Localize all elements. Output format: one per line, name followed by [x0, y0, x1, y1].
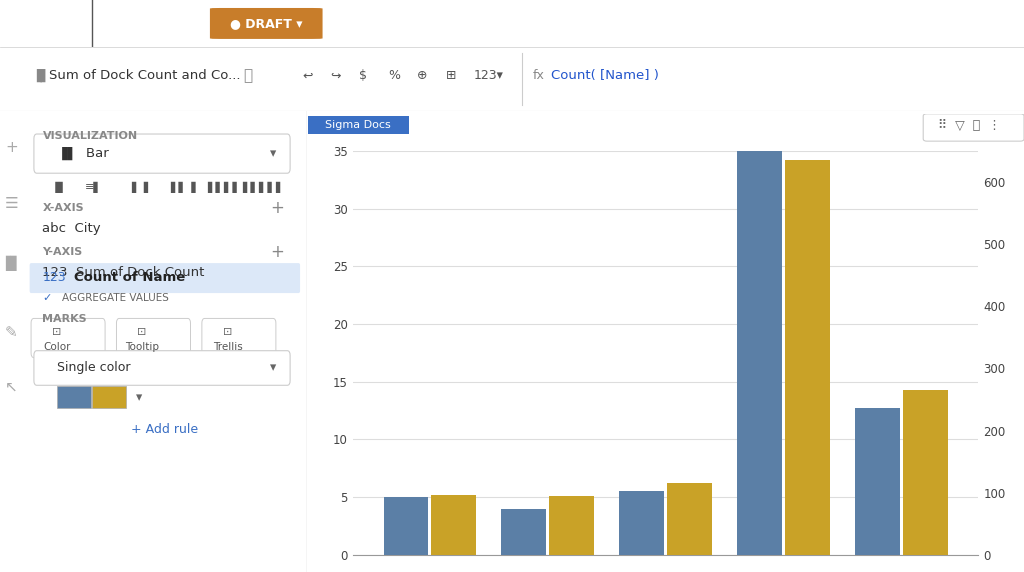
Text: ↩: ↩	[302, 69, 312, 82]
Bar	[431, 495, 476, 555]
Text: Single color: Single color	[56, 362, 130, 374]
Text: fx: fx	[532, 69, 545, 82]
Text: ▐▌: ▐▌	[0, 256, 23, 271]
FancyBboxPatch shape	[308, 116, 409, 134]
Bar	[549, 496, 594, 555]
Text: ⌕: ⌕	[244, 68, 253, 84]
Text: 123: 123	[42, 271, 67, 284]
Text: ⊡: ⊡	[52, 327, 61, 337]
Text: ▐▌: ▐▌	[31, 69, 50, 82]
Text: ✓: ✓	[42, 293, 52, 303]
Bar	[785, 160, 829, 555]
Text: ▌▌▐: ▌▌▐	[171, 181, 196, 193]
FancyBboxPatch shape	[34, 134, 290, 173]
Text: ● DRAFT ▾: ● DRAFT ▾	[230, 17, 302, 30]
Text: X-AXIS: X-AXIS	[42, 203, 84, 213]
Text: Tooltip: Tooltip	[125, 342, 159, 352]
Text: ⊡: ⊡	[223, 327, 232, 337]
Text: +: +	[270, 199, 285, 217]
Bar	[903, 390, 947, 555]
FancyBboxPatch shape	[210, 8, 323, 39]
Text: Color: Color	[43, 342, 71, 352]
Text: Example ▾: Example ▾	[109, 16, 188, 31]
Text: ⌕: ⌕	[58, 14, 69, 33]
Text: Y-AXIS: Y-AXIS	[42, 247, 83, 257]
Text: ▾: ▾	[136, 391, 142, 404]
Text: ▾: ▾	[270, 147, 276, 160]
Text: AGGREGATE VALUES: AGGREGATE VALUES	[62, 293, 169, 303]
Text: ▐▌: ▐▌	[51, 181, 68, 193]
FancyBboxPatch shape	[924, 114, 1024, 141]
Bar	[667, 483, 712, 555]
Bar	[620, 491, 665, 555]
FancyBboxPatch shape	[34, 351, 290, 386]
Bar	[502, 509, 546, 555]
Text: ▐▌  Bar: ▐▌ Bar	[56, 147, 109, 160]
Text: ⊞: ⊞	[445, 69, 456, 82]
Text: Sigma Docs: Sigma Docs	[326, 120, 391, 130]
FancyBboxPatch shape	[117, 319, 190, 358]
Text: ☰: ☰	[4, 196, 18, 210]
Text: Count of Name: Count of Name	[74, 271, 185, 284]
Text: +: +	[270, 243, 285, 261]
FancyBboxPatch shape	[31, 319, 105, 358]
Bar	[384, 497, 428, 555]
Bar	[56, 386, 91, 408]
Bar	[855, 408, 900, 555]
Text: ✦: ✦	[17, 14, 34, 33]
Text: ▌▌▌▌: ▌▌▌▌	[208, 181, 242, 193]
Text: Count( [Name] ): Count( [Name] )	[551, 69, 658, 82]
Text: ✎: ✎	[5, 325, 17, 340]
Text: Trellis: Trellis	[213, 342, 243, 352]
Text: ↖: ↖	[5, 380, 17, 395]
Text: abc  City: abc City	[42, 222, 101, 235]
Text: %: %	[388, 69, 400, 82]
Text: ≡▌: ≡▌	[85, 181, 103, 193]
FancyBboxPatch shape	[30, 263, 300, 293]
Text: ▾: ▾	[270, 362, 276, 374]
Text: MARKS: MARKS	[42, 315, 87, 324]
FancyBboxPatch shape	[202, 319, 275, 358]
Text: ⊡: ⊡	[137, 327, 146, 337]
Text: Sum of Dock Count and Co...: Sum of Dock Count and Co...	[49, 69, 241, 82]
Text: $: $	[359, 69, 368, 82]
Text: + Add rule: + Add rule	[131, 423, 199, 436]
Bar	[92, 386, 126, 408]
Text: ↪: ↪	[331, 69, 341, 82]
Bar	[737, 151, 782, 555]
Text: ▌▌▌▌▌: ▌▌▌▌▌	[242, 181, 285, 193]
Text: ▌▐: ▌▐	[131, 181, 147, 193]
Text: 123▾: 123▾	[474, 69, 504, 82]
Text: ⠿  ▽  ⤢  ⋮: ⠿ ▽ ⤢ ⋮	[938, 119, 1000, 132]
Text: ⊕: ⊕	[417, 69, 427, 82]
Text: 123  Sum of Dock Count: 123 Sum of Dock Count	[42, 266, 205, 279]
Text: +: +	[5, 140, 17, 156]
Text: VISUALIZATION: VISUALIZATION	[42, 132, 137, 141]
